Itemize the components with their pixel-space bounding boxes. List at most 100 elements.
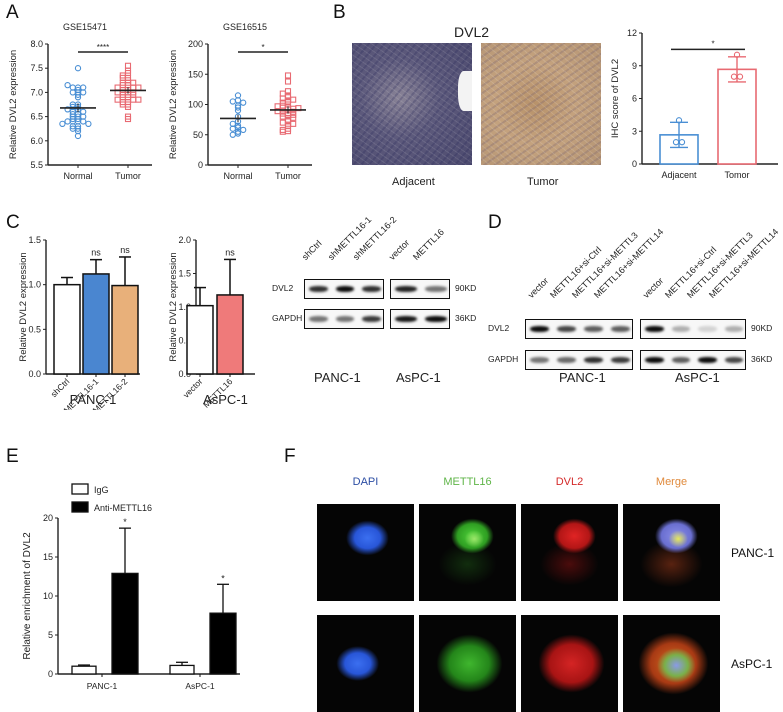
y-tick-label: 5.5 xyxy=(30,160,43,170)
bar xyxy=(186,304,214,375)
y-tick-label: 5 xyxy=(48,630,53,640)
y-axis-label: Relative DVL2 expression xyxy=(168,50,179,159)
protein-band xyxy=(698,326,717,332)
protein-band xyxy=(425,286,447,292)
x-tick-label: Adjacent xyxy=(661,170,697,180)
significance-star: * xyxy=(711,39,714,48)
chart-title: GSE16515 xyxy=(223,22,267,32)
blot-membrane xyxy=(390,279,450,299)
protein-band xyxy=(584,326,603,332)
x-tick-label: Tumor xyxy=(115,171,141,181)
data-point xyxy=(284,72,292,79)
protein-band xyxy=(425,316,447,322)
data-point xyxy=(274,103,281,110)
protein-band xyxy=(395,286,417,292)
y-tick-label: 9 xyxy=(632,61,637,71)
y-tick-label: 15 xyxy=(43,552,53,562)
scatter-chart-gse16515: GSE16515 0 50 100 150 200 Relative DVL2 expres… xyxy=(160,18,320,188)
panel-letter-a: A xyxy=(6,2,19,23)
ihc-title: DVL2 xyxy=(454,24,490,40)
data-point xyxy=(124,115,132,123)
legend-swatch xyxy=(71,483,89,495)
protein-band xyxy=(362,316,381,322)
ihc-label-tumor: Tumor xyxy=(527,176,559,188)
y-tick-label: 1.5 xyxy=(28,235,41,245)
data-point xyxy=(74,132,82,140)
significance-stars: **** xyxy=(97,43,109,52)
y-axis-label: Relative DVL2 expression xyxy=(168,252,179,361)
bar xyxy=(82,273,110,375)
y-tick-label: 6 xyxy=(632,94,637,104)
panel-letter-c: C xyxy=(6,212,20,233)
chart-title: GSE15471 xyxy=(63,22,107,32)
group-label: AsPC-1 xyxy=(203,392,248,407)
data-point xyxy=(736,73,744,80)
protein-band xyxy=(557,326,576,332)
blot-membrane xyxy=(390,309,450,329)
x-tick-label: vector xyxy=(181,376,205,400)
bar-chart-panc1-dvl2: 0.0 0.5 1.0 1.5 Relative DVL2 expression shCt… xyxy=(0,220,150,421)
if-image-aspc-1-dvl2 xyxy=(521,615,618,712)
data-point xyxy=(672,139,680,146)
y-tick-label: 100 xyxy=(188,100,203,110)
panel-letter-e: E xyxy=(6,446,19,467)
ihc-label-adjacent: Adjacent xyxy=(392,176,435,188)
data-point xyxy=(69,125,76,132)
legend-swatch xyxy=(71,501,89,513)
channel-label-dvl2: DVL2 xyxy=(555,476,584,488)
data-point xyxy=(240,99,247,106)
group-label: PANC-1 xyxy=(70,392,117,407)
ns-label: ns xyxy=(120,245,130,255)
data-point xyxy=(80,89,87,96)
blot-membrane xyxy=(640,350,746,370)
blot-size-label: 90KD xyxy=(455,283,477,293)
ihc-image-adjacent xyxy=(352,43,472,165)
blot-size-label: 36KD xyxy=(455,313,477,323)
protein-band xyxy=(698,357,717,363)
protein-band xyxy=(309,316,328,322)
y-axis-label: Relative DVL2 expression xyxy=(18,252,29,361)
data-point xyxy=(279,128,286,135)
data-point xyxy=(234,104,242,111)
y-tick-label: 0 xyxy=(48,669,53,679)
x-tick-label: Tumor xyxy=(275,171,301,181)
y-tick-label: 6.0 xyxy=(30,136,43,146)
data-point xyxy=(69,115,76,123)
data-point xyxy=(130,79,137,86)
panel-letter-b: B xyxy=(333,2,346,23)
data-point xyxy=(234,128,242,135)
protein-band xyxy=(335,286,355,292)
bar-chart-aspc1-dvl2: 0.0 0.5 1.0 1.5 2.0 Relative DVL2 expression v… xyxy=(150,220,265,410)
bar xyxy=(169,664,195,675)
significance-star: * xyxy=(221,573,225,583)
blot-membrane xyxy=(525,319,633,339)
blot-row-label: GAPDH xyxy=(488,354,519,364)
blot-membrane xyxy=(304,279,384,299)
protein-band xyxy=(671,326,690,332)
x-tick-label: Normal xyxy=(223,171,252,181)
blot-group-label: PANC-1 xyxy=(559,370,606,385)
y-tick-label: 150 xyxy=(188,69,203,79)
cell-line-label: AsPC-1 xyxy=(731,657,773,671)
y-tick-label: 1.5 xyxy=(178,269,191,279)
y-tick-label: 0 xyxy=(632,159,637,169)
y-tick-label: 0.0 xyxy=(28,369,41,379)
data-point xyxy=(229,131,236,138)
protein-band xyxy=(645,326,664,332)
x-tick-label: shCtrl xyxy=(49,376,72,399)
protein-band xyxy=(671,357,690,363)
data-point xyxy=(74,65,82,72)
y-tick-label: 6.5 xyxy=(30,112,43,122)
protein-band xyxy=(530,357,549,363)
data-point xyxy=(229,98,236,105)
data-point xyxy=(229,125,236,132)
western-blot-c: DVL2 GAPDH 90KD 36KD shCtrl shMETTL16-1 shMETT… xyxy=(260,215,490,395)
bar xyxy=(111,284,139,375)
data-point xyxy=(114,84,121,91)
protein-band xyxy=(584,357,603,363)
blot-group-label: AsPC-1 xyxy=(396,370,441,385)
blot-membrane xyxy=(525,350,633,370)
cell-line-label: PANC-1 xyxy=(731,546,775,560)
data-point xyxy=(733,51,741,58)
y-tick-label: 1.0 xyxy=(178,302,191,312)
